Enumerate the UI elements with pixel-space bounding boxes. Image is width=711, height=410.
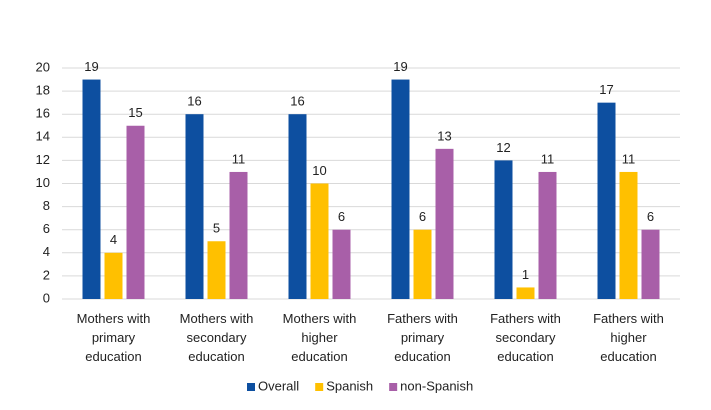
- legend-label: non-Spanish: [400, 378, 473, 393]
- bar: [391, 79, 410, 299]
- x-tick-label: Fathers with higher education: [593, 311, 664, 364]
- bar: [288, 114, 307, 299]
- bar: [332, 229, 351, 299]
- bar: [641, 229, 660, 299]
- bar: [413, 229, 432, 299]
- data-label: 6: [338, 209, 345, 224]
- y-tick-label: 16: [36, 106, 50, 121]
- bar: [310, 183, 329, 299]
- bar: [538, 171, 557, 299]
- y-tick-label: 18: [36, 83, 50, 98]
- data-label: 1: [522, 267, 529, 282]
- bar: [619, 171, 638, 299]
- y-tick-label: 8: [43, 198, 50, 213]
- data-label: 6: [647, 209, 654, 224]
- bar: [104, 252, 123, 299]
- x-tick-label: Mothers with primary education: [76, 311, 151, 364]
- data-label: 11: [541, 151, 555, 166]
- data-label: 6: [419, 209, 426, 224]
- bar: [82, 79, 101, 299]
- bar: [516, 287, 535, 299]
- data-label: 17: [599, 82, 613, 97]
- data-label: 19: [84, 59, 98, 74]
- x-tick-label: Fathers with primary education: [387, 311, 458, 364]
- data-label: 15: [128, 105, 142, 120]
- bar: [494, 160, 513, 299]
- data-label: 19: [393, 59, 407, 74]
- y-tick-label: 12: [36, 152, 50, 167]
- data-label: 5: [213, 221, 220, 236]
- x-tick-label: Mothers with secondary education: [179, 311, 254, 364]
- y-tick-label: 20: [36, 59, 50, 74]
- bar: [435, 148, 454, 299]
- y-tick-label: 0: [43, 290, 50, 305]
- y-tick-label: 10: [36, 175, 50, 190]
- data-label: 10: [312, 163, 326, 178]
- bar: [597, 102, 616, 300]
- data-label: 16: [290, 94, 304, 109]
- data-label: 4: [110, 232, 117, 247]
- data-label: 11: [622, 151, 636, 166]
- data-label: 16: [187, 94, 201, 109]
- data-label: 13: [437, 128, 451, 143]
- x-tick-label: Fathers with secondary education: [490, 311, 561, 364]
- bar: [229, 171, 248, 299]
- data-label: 11: [232, 151, 246, 166]
- x-tick-label: Mothers with higher education: [282, 311, 357, 364]
- legend-swatch: [315, 383, 324, 391]
- bar: [185, 114, 204, 299]
- y-tick-label: 4: [43, 244, 50, 259]
- legend-label: Overall: [258, 378, 299, 393]
- y-tick-label: 6: [43, 221, 50, 236]
- y-tick-label: 14: [36, 129, 50, 144]
- legend-swatch: [247, 383, 255, 391]
- y-tick-label: 2: [43, 267, 50, 282]
- legend-swatch: [389, 383, 398, 391]
- bar: [126, 125, 145, 299]
- legend-label: Spanish: [326, 378, 373, 393]
- bar: [207, 241, 226, 299]
- data-label: 12: [496, 140, 510, 155]
